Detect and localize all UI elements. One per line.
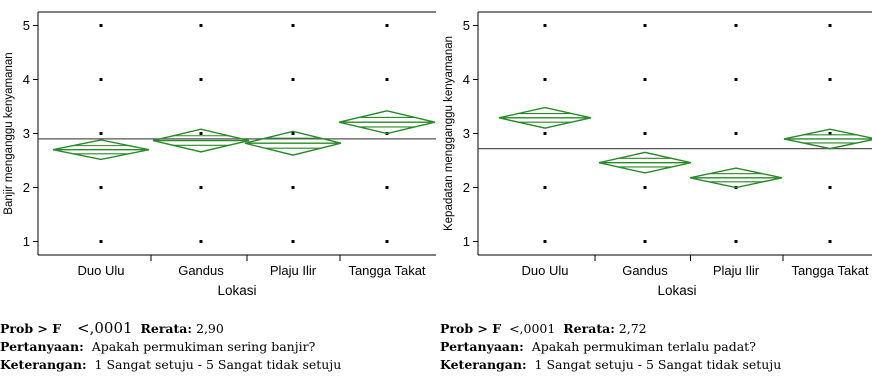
y-tick-label: 5: [23, 18, 30, 33]
means-diamond: [783, 128, 872, 150]
y-tick-label: 4: [463, 72, 470, 87]
data-point: [291, 132, 295, 135]
data-point: [543, 24, 547, 27]
keterangan-label: Keterangan:: [0, 357, 87, 372]
y-axis-title: Banjir menganggu kenyamanan: [3, 52, 15, 214]
x-tick-label: Duo Ulu: [78, 263, 125, 278]
rerata-label: Rerata:: [140, 321, 193, 336]
pertanyaan-value: Apakah permukiman terlalu padat?: [531, 339, 756, 354]
rerata-label: Rerata:: [563, 321, 615, 336]
chart-kepadatan: 1 2 3 4 5 Duo Ulu Gandus Plaju Ilir Tangga Takat…: [443, 11, 872, 298]
data-point: [734, 78, 738, 81]
keterangan-label: Keterangan:: [440, 357, 527, 372]
data-point: [643, 78, 647, 81]
chart-panel-banjir: 1 2 3 4 5 Duo Ulu Gandus Plaju Ilir Tangga Takat…: [0, 11, 436, 373]
x-tick-label: Duo Ulu: [522, 263, 569, 278]
y-tick-label: 1: [463, 234, 470, 249]
data-point: [543, 240, 547, 243]
data-point: [291, 240, 295, 243]
data-point: [99, 186, 103, 189]
y-tick-label: 1: [23, 234, 30, 249]
data-point: [643, 24, 647, 27]
keterangan-value: 1 Sangat setuju - 5 Sangat tidak setuju: [534, 357, 782, 372]
caption-note-line: Keterangan: 1 Sangat setuju - 5 Sangat t…: [440, 356, 781, 373]
data-point: [385, 240, 389, 243]
pertanyaan-label: Pertanyaan:: [440, 339, 524, 354]
data-point: [291, 78, 295, 81]
y-tick-label: 4: [23, 72, 30, 87]
caption-prob-line: Prob > F <,0001 Rerata: 2,90: [0, 320, 224, 337]
prob-label: Prob > F: [0, 321, 62, 336]
x-tick-label: Tangga Takat: [791, 263, 868, 278]
data-point: [385, 78, 389, 81]
data-point: [199, 24, 203, 27]
data-point: [385, 186, 389, 189]
data-point: [734, 240, 738, 243]
y-axis-title: Kepadatan mengganggu kenyamanan: [443, 36, 455, 231]
data-point: [643, 186, 647, 189]
data-point: [734, 24, 738, 27]
x-tick-label: Gandus: [622, 263, 668, 278]
data-point: [199, 186, 203, 189]
data-point: [99, 24, 103, 27]
prob-value: <,0001: [77, 319, 133, 337]
y-tick-label: 3: [463, 126, 470, 141]
data-point: [734, 132, 738, 135]
x-axis-title: Lokasi: [657, 283, 696, 298]
x-tick-label: Gandus: [178, 263, 224, 278]
data-point: [828, 186, 832, 189]
caption-question-line: Pertanyaan: Apakah permukiman sering ban…: [0, 338, 315, 355]
data-point: [828, 240, 832, 243]
x-tick-label: Plaju Ilir: [270, 263, 317, 278]
data-point: [643, 132, 647, 135]
data-point: [291, 186, 295, 189]
data-point: [543, 132, 547, 135]
rerata-value: 2,72: [618, 321, 647, 336]
data-point: [828, 24, 832, 27]
data-point: [199, 78, 203, 81]
y-tick-label: 2: [23, 180, 30, 195]
x-axis-title: Lokasi: [217, 283, 256, 298]
data-point: [828, 78, 832, 81]
data-point: [828, 132, 832, 135]
data-point: [199, 240, 203, 243]
rerata-value: 2,90: [196, 321, 224, 336]
data-point: [543, 186, 547, 189]
data-point: [291, 24, 295, 27]
data-point: [99, 132, 103, 135]
prob-value: <,0001: [509, 321, 556, 336]
x-tick-label: Tangga Takat: [348, 263, 425, 278]
chart-banjir: 1 2 3 4 5 Duo Ulu Gandus Plaju Ilir Tangga Takat…: [3, 11, 436, 298]
data-point: [543, 78, 547, 81]
data-point: [643, 240, 647, 243]
pertanyaan-label: Pertanyaan:: [0, 339, 84, 354]
y-tick-label: 2: [463, 180, 470, 195]
data-point: [199, 132, 203, 135]
keterangan-value: 1 Sangat setuju - 5 Sangat tidak setuju: [94, 357, 342, 372]
data-point: [99, 78, 103, 81]
pertanyaan-value: Apakah permukiman sering banjir?: [91, 339, 316, 354]
y-tick-label: 3: [23, 126, 30, 141]
x-tick-label: Plaju Ilir: [713, 263, 760, 278]
caption-note-line: Keterangan: 1 Sangat setuju - 5 Sangat t…: [0, 356, 341, 373]
data-point: [99, 240, 103, 243]
caption-question-line: Pertanyaan: Apakah permukiman terlalu pa…: [440, 338, 756, 355]
caption-prob-line: Prob > F <,0001 Rerata: 2,72: [440, 320, 647, 337]
data-point: [385, 24, 389, 27]
chart-panel-kepadatan: 1 2 3 4 5 Duo Ulu Gandus Plaju Ilir Tangga Takat…: [440, 0, 872, 377]
y-tick-label: 5: [463, 18, 470, 33]
prob-label: Prob > F: [440, 321, 502, 336]
